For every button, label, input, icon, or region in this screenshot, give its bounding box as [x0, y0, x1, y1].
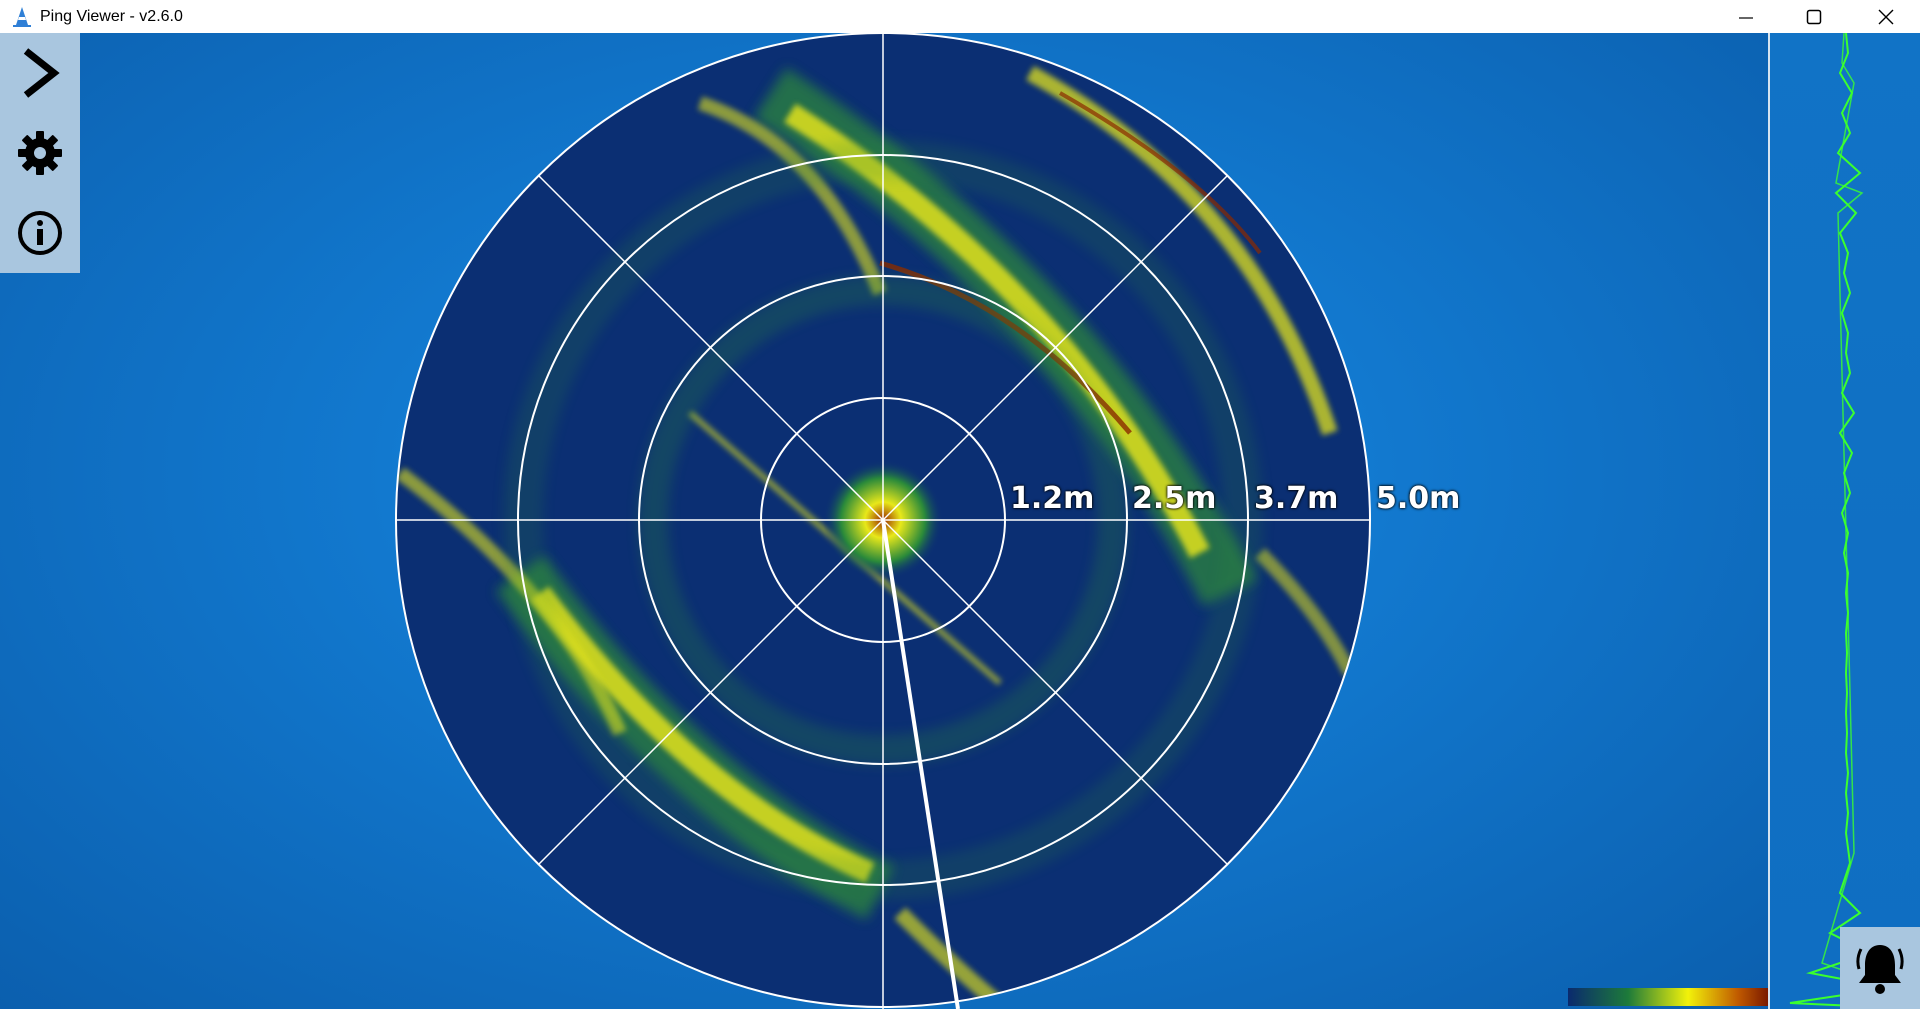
sonar-view[interactable]: 1.2m 2.5m 3.7m 5.0m — [0, 33, 1768, 1009]
sonar-polar-plot[interactable] — [0, 33, 1768, 1009]
bell-icon — [1856, 945, 1904, 994]
expand-menu-button[interactable] — [0, 33, 80, 113]
minimize-icon — [1739, 16, 1753, 19]
range-label-3: 3.7m — [1254, 481, 1339, 516]
heading-line — [881, 519, 960, 1009]
maximize-icon — [1806, 9, 1822, 24]
ping-cone-icon — [13, 6, 31, 27]
info-icon — [18, 211, 62, 255]
left-toolbar — [0, 33, 80, 273]
intensity-colorbar — [1568, 988, 1768, 1006]
title-bar: Ping Viewer - v2.6.0 — [0, 0, 1920, 33]
alerts-button[interactable] — [1840, 927, 1920, 1009]
echo-profile-plot — [1789, 33, 1920, 1009]
echo-profile-panel[interactable] — [1768, 33, 1920, 1009]
profile-trace — [1789, 33, 1920, 1009]
range-label-1: 1.2m — [1010, 481, 1095, 516]
chevron-right-icon — [23, 48, 60, 98]
close-icon — [1878, 9, 1894, 24]
close-button[interactable] — [1852, 0, 1920, 33]
gear-icon — [18, 131, 62, 175]
info-button[interactable] — [0, 193, 80, 273]
window-title: Ping Viewer - v2.6.0 — [40, 7, 183, 25]
range-label-2: 2.5m — [1132, 481, 1217, 516]
range-label-4: 5.0m — [1376, 481, 1461, 516]
minimize-button[interactable] — [1712, 0, 1780, 33]
maximize-button[interactable] — [1780, 0, 1848, 33]
settings-button[interactable] — [0, 113, 80, 193]
